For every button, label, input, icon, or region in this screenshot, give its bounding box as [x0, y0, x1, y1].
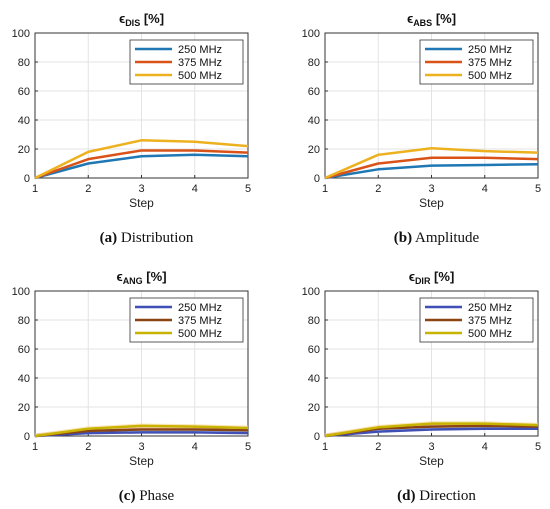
y-tick-label: 20: [18, 402, 30, 414]
x-axis-label: Step: [419, 196, 444, 210]
chart-title: ϵDIR [%]: [409, 269, 455, 286]
x-tick-label: 1: [32, 441, 38, 453]
panel-caption-label: (a): [100, 230, 118, 246]
y-tick-label: 80: [18, 57, 30, 69]
y-tick-label: 60: [308, 344, 320, 356]
legend-entry: 500 MHz: [468, 328, 512, 340]
x-tick-label: 4: [482, 441, 488, 453]
legend-entry: 500 MHz: [178, 70, 222, 82]
panel-caption: (b) Amplitude: [394, 230, 480, 246]
y-tick-label: 100: [302, 286, 320, 298]
panel-caption-text: Direction: [415, 488, 476, 504]
y-tick-label: 20: [18, 144, 30, 156]
y-tick-label: 40: [18, 115, 30, 127]
y-tick-label: 80: [18, 315, 30, 327]
chart-title-suffix: [%]: [432, 11, 456, 26]
panel-caption-text: Distribution: [117, 230, 194, 246]
chart-title-main: ϵ: [116, 269, 122, 284]
x-tick-label: 4: [192, 441, 198, 453]
x-tick-label: 5: [535, 183, 541, 195]
legend-entry: 500 MHz: [178, 328, 222, 340]
panel-caption: (a) Distribution: [100, 230, 194, 246]
legend-entry: 375 MHz: [468, 57, 512, 69]
chart-title-subscript: ABS: [413, 18, 432, 28]
x-tick-label: 1: [322, 441, 328, 453]
chart-title-main: ϵ: [119, 11, 125, 26]
panel-caption-text: Amplitude: [412, 230, 479, 246]
y-tick-label: 80: [308, 315, 320, 327]
y-tick-label: 0: [314, 173, 320, 185]
chart-title-main: ϵ: [407, 11, 413, 26]
chart-title-suffix: [%]: [430, 269, 454, 284]
chart-title-subscript: ANG: [123, 276, 143, 286]
x-tick-label: 3: [428, 441, 434, 453]
chart-title-subscript: DIR: [415, 276, 431, 286]
chart-ang: 1 2 3 4 5 0 20 40 60 80 100 ϵANG [%] Step 250 MHz375 …: [12, 269, 251, 504]
x-tick-label: 2: [85, 183, 91, 195]
chart-title-suffix: [%]: [140, 11, 164, 26]
chart-abs: 1 2 3 4 5 0 20 40 60 80 100 ϵABS [%] Step 250 MHz375 …: [302, 11, 541, 246]
chart-title-suffix: [%]: [143, 269, 167, 284]
x-tick-label: 5: [245, 183, 251, 195]
y-tick-label: 20: [308, 144, 320, 156]
x-tick-label: 1: [322, 183, 328, 195]
y-tick-label: 100: [12, 28, 30, 40]
panel-caption-text: Phase: [135, 488, 174, 504]
x-axis-label: Step: [419, 454, 444, 468]
y-tick-label: 0: [24, 173, 30, 185]
y-tick-label: 100: [302, 28, 320, 40]
x-tick-label: 3: [138, 183, 144, 195]
y-tick-label: 40: [308, 373, 320, 385]
panel-caption-label: (c): [119, 488, 136, 504]
y-tick-label: 40: [18, 373, 30, 385]
legend-entry: 250 MHz: [178, 302, 222, 314]
chart-dis: 1 2 3 4 5 0 20 40 60 80 100 ϵDIS [%] Step 250 MHz375 …: [12, 11, 251, 246]
y-tick-label: 100: [12, 286, 30, 298]
y-tick-label: 60: [18, 86, 30, 98]
x-tick-label: 3: [138, 441, 144, 453]
x-tick-label: 4: [482, 183, 488, 195]
y-tick-label: 0: [24, 431, 30, 443]
legend-entry: 250 MHz: [468, 302, 512, 314]
legend-entry: 375 MHz: [468, 315, 512, 327]
x-axis-label: Step: [129, 196, 154, 210]
x-tick-label: 5: [535, 441, 541, 453]
chart-title-subscript: DIS: [125, 18, 140, 28]
chart-dir: 1 2 3 4 5 0 20 40 60 80 100 ϵDIR [%] Step 250 MHz375 …: [302, 269, 541, 504]
x-tick-label: 3: [428, 183, 434, 195]
chart-title: ϵANG [%]: [116, 269, 166, 286]
y-tick-label: 60: [308, 86, 320, 98]
legend-entry: 500 MHz: [468, 70, 512, 82]
chart-title-main: ϵ: [409, 269, 415, 284]
x-tick-label: 1: [32, 183, 38, 195]
y-tick-label: 0: [314, 431, 320, 443]
panel-caption: (d) Direction: [397, 488, 476, 504]
panel-caption-label: (d): [397, 488, 415, 504]
x-tick-label: 2: [375, 183, 381, 195]
legend-entry: 250 MHz: [468, 44, 512, 56]
y-tick-label: 60: [18, 344, 30, 356]
legend-entry: 375 MHz: [178, 57, 222, 69]
chart-title: ϵDIS [%]: [119, 11, 164, 28]
chart-title: ϵABS [%]: [407, 11, 456, 28]
y-tick-label: 80: [308, 57, 320, 69]
x-tick-label: 2: [375, 441, 381, 453]
legend-entry: 375 MHz: [178, 315, 222, 327]
x-tick-label: 4: [192, 183, 198, 195]
y-tick-label: 20: [308, 402, 320, 414]
x-tick-label: 5: [245, 441, 251, 453]
panel-caption-label: (b): [394, 230, 412, 246]
legend-entry: 250 MHz: [178, 44, 222, 56]
panel-caption: (c) Phase: [119, 488, 175, 504]
y-tick-label: 40: [308, 115, 320, 127]
x-axis-label: Step: [129, 454, 154, 468]
x-tick-label: 2: [85, 441, 91, 453]
